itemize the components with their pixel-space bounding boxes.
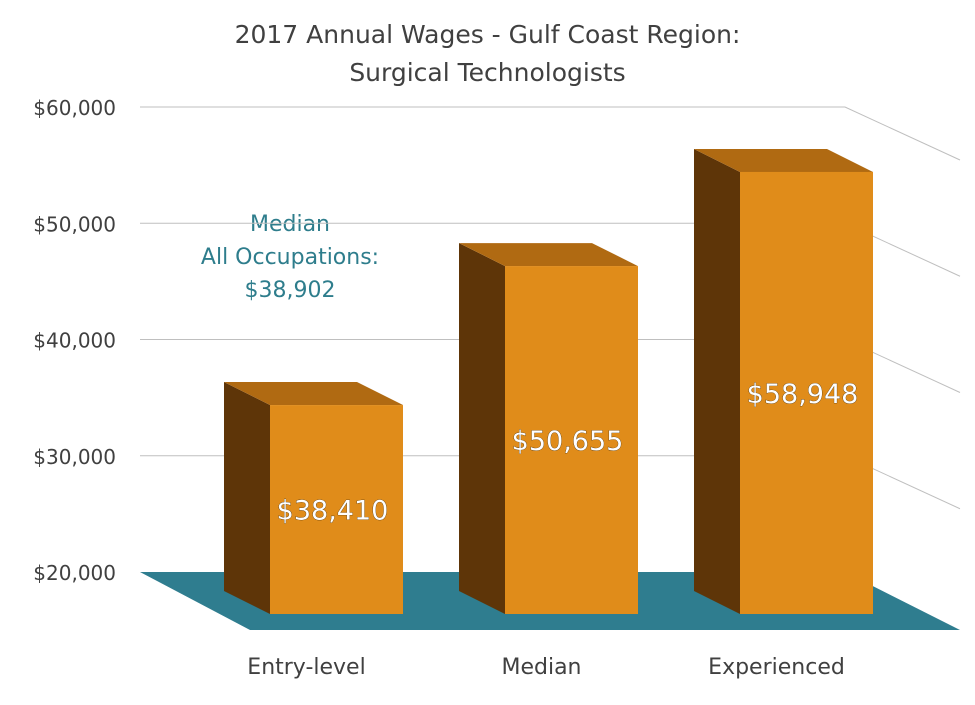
annotation-line-3: $38,902 xyxy=(244,278,336,303)
y-tick-label: $30,000 xyxy=(33,445,116,469)
y-tick-label: $40,000 xyxy=(33,329,116,353)
data-label: $38,410 xyxy=(277,496,389,527)
y-tick-label: $60,000 xyxy=(33,96,116,120)
x-category-label: Median xyxy=(501,655,581,680)
bar-side xyxy=(694,148,740,615)
bar xyxy=(505,266,638,614)
annotation-line-2: All Occupations: xyxy=(200,245,380,270)
chart-title-line-1: 2017 Annual Wages - Gulf Coast Region: xyxy=(234,20,741,49)
x-category-label: Entry-level xyxy=(247,655,365,680)
data-label: $58,948 xyxy=(747,379,859,410)
y-tick-label: $50,000 xyxy=(33,212,116,236)
x-category-label: Experienced xyxy=(708,655,845,680)
annotation-line-1: Median xyxy=(249,212,331,237)
bar xyxy=(740,171,873,615)
bar-top xyxy=(694,148,873,172)
bar-side xyxy=(224,382,270,614)
bar xyxy=(270,405,403,614)
bar-top xyxy=(459,243,638,267)
data-label: $50,655 xyxy=(512,426,624,457)
y-tick-label: $20,000 xyxy=(33,561,116,585)
bar-side xyxy=(459,243,505,615)
bar-top xyxy=(224,382,403,406)
chart-title-line-2: Surgical Technologists xyxy=(349,58,626,87)
gridline xyxy=(140,106,961,161)
